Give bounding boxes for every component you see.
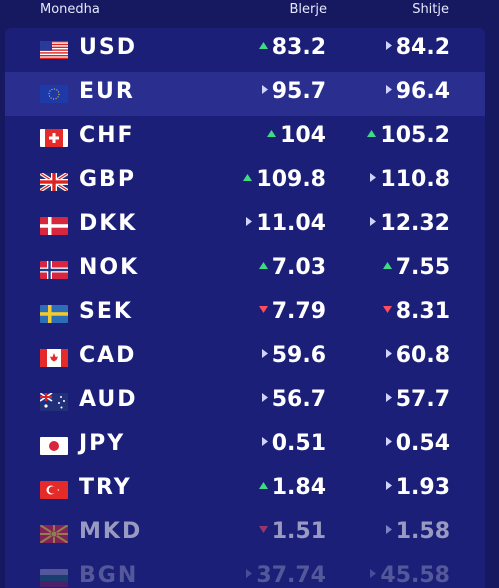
sell-value: 7.55 bbox=[382, 255, 450, 280]
table-row[interactable]: DKK 11.04 12.32 bbox=[5, 204, 485, 248]
trend-neutral-icon bbox=[385, 348, 392, 358]
trend-up-icon bbox=[382, 261, 392, 269]
eu-flag-icon bbox=[40, 85, 68, 103]
trend-neutral-icon bbox=[246, 568, 253, 578]
japan-flag-icon bbox=[40, 437, 68, 455]
buy-value: 1.51 bbox=[258, 519, 326, 544]
usa-flag-icon bbox=[40, 41, 68, 59]
sell-value: 8.31 bbox=[382, 299, 450, 324]
table-row[interactable]: GBP 109.8 110.8 bbox=[5, 160, 485, 204]
currency-code: GBP bbox=[79, 167, 136, 192]
table-row[interactable]: SEK 7.79 8.31 bbox=[5, 292, 485, 336]
currency-code: TRY bbox=[79, 475, 132, 500]
buy-value: 11.04 bbox=[246, 211, 326, 236]
uk-flag-icon bbox=[40, 173, 68, 191]
sell-value: 60.8 bbox=[385, 343, 450, 368]
trend-up-icon bbox=[258, 261, 268, 269]
currency-code: USD bbox=[79, 35, 137, 60]
trend-neutral-icon bbox=[261, 436, 268, 446]
table-row[interactable]: AUD 56.7 57.7 bbox=[5, 380, 485, 424]
trend-neutral-icon bbox=[370, 172, 377, 182]
australia-flag-icon bbox=[40, 393, 68, 411]
currency-code: MKD bbox=[79, 519, 143, 544]
currency-column-header: Monedha bbox=[40, 2, 100, 17]
table-row[interactable]: EUR 95.7 96.4 bbox=[5, 72, 485, 116]
table-row[interactable]: CHF 104 105.2 bbox=[5, 116, 485, 160]
exchange-rates-table: USD 83.2 84.2 EUR 95.7 96.4 CHF 104 105.… bbox=[5, 28, 485, 588]
table-row[interactable]: BGN 37.74 45.58 bbox=[5, 556, 485, 588]
table-header: Monedha Blerje Shitje bbox=[0, 0, 499, 28]
trend-neutral-icon bbox=[385, 392, 392, 402]
currency-code: CHF bbox=[79, 123, 135, 148]
table-row[interactable]: CAD 59.6 60.8 bbox=[5, 336, 485, 380]
currency-code: EUR bbox=[79, 79, 135, 104]
currency-code: AUD bbox=[79, 387, 138, 412]
sell-value: 105.2 bbox=[367, 123, 450, 148]
norway-flag-icon bbox=[40, 261, 68, 279]
sell-value: 12.32 bbox=[370, 211, 450, 236]
sell-value: 1.58 bbox=[385, 519, 450, 544]
sell-column-header: Shitje bbox=[412, 2, 449, 17]
macedonia-flag-icon bbox=[40, 525, 68, 543]
sweden-flag-icon bbox=[40, 305, 68, 323]
trend-up-icon bbox=[243, 173, 253, 181]
buy-value: 83.2 bbox=[258, 35, 326, 60]
trend-neutral-icon bbox=[385, 84, 392, 94]
table-row[interactable]: USD 83.2 84.2 bbox=[5, 28, 485, 72]
buy-value: 95.7 bbox=[261, 79, 326, 104]
trend-neutral-icon bbox=[261, 84, 268, 94]
trend-neutral-icon bbox=[246, 216, 253, 226]
table-row[interactable]: TRY 1.84 1.93 bbox=[5, 468, 485, 512]
sell-value: 0.54 bbox=[385, 431, 450, 456]
trend-down-icon bbox=[382, 305, 392, 313]
turkey-flag-icon bbox=[40, 481, 68, 499]
currency-code: JPY bbox=[79, 431, 126, 456]
buy-value: 1.84 bbox=[258, 475, 326, 500]
trend-up-icon bbox=[258, 41, 268, 49]
sell-value: 96.4 bbox=[385, 79, 450, 104]
swiss-flag-icon bbox=[40, 129, 68, 147]
trend-neutral-icon bbox=[370, 568, 377, 578]
sell-value: 1.93 bbox=[385, 475, 450, 500]
buy-value: 7.03 bbox=[258, 255, 326, 280]
denmark-flag-icon bbox=[40, 217, 68, 235]
trend-neutral-icon bbox=[261, 348, 268, 358]
trend-neutral-icon bbox=[370, 216, 377, 226]
buy-column-header: Blerje bbox=[289, 2, 327, 17]
trend-neutral-icon bbox=[261, 392, 268, 402]
buy-value: 56.7 bbox=[261, 387, 326, 412]
buy-value: 0.51 bbox=[261, 431, 326, 456]
table-row[interactable]: NOK 7.03 7.55 bbox=[5, 248, 485, 292]
buy-value: 7.79 bbox=[258, 299, 326, 324]
currency-code: NOK bbox=[79, 255, 140, 280]
trend-neutral-icon bbox=[385, 436, 392, 446]
sell-value: 84.2 bbox=[385, 35, 450, 60]
buy-value: 109.8 bbox=[243, 167, 326, 192]
currency-code: DKK bbox=[79, 211, 138, 236]
currency-code: CAD bbox=[79, 343, 137, 368]
trend-neutral-icon bbox=[385, 40, 392, 50]
trend-down-icon bbox=[258, 305, 268, 313]
table-row[interactable]: JPY 0.51 0.54 bbox=[5, 424, 485, 468]
canada-flag-icon bbox=[40, 349, 68, 367]
trend-up-icon bbox=[367, 129, 377, 137]
table-row[interactable]: MKD 1.51 1.58 bbox=[5, 512, 485, 556]
sell-value: 57.7 bbox=[385, 387, 450, 412]
buy-value: 104 bbox=[267, 123, 326, 148]
trend-up-icon bbox=[267, 129, 277, 137]
trend-neutral-icon bbox=[385, 524, 392, 534]
bulgaria-flag-icon bbox=[40, 569, 68, 587]
trend-neutral-icon bbox=[385, 480, 392, 490]
trend-down-icon bbox=[258, 525, 268, 533]
currency-code: SEK bbox=[79, 299, 133, 324]
buy-value: 59.6 bbox=[261, 343, 326, 368]
sell-value: 110.8 bbox=[370, 167, 450, 192]
trend-up-icon bbox=[258, 481, 268, 489]
